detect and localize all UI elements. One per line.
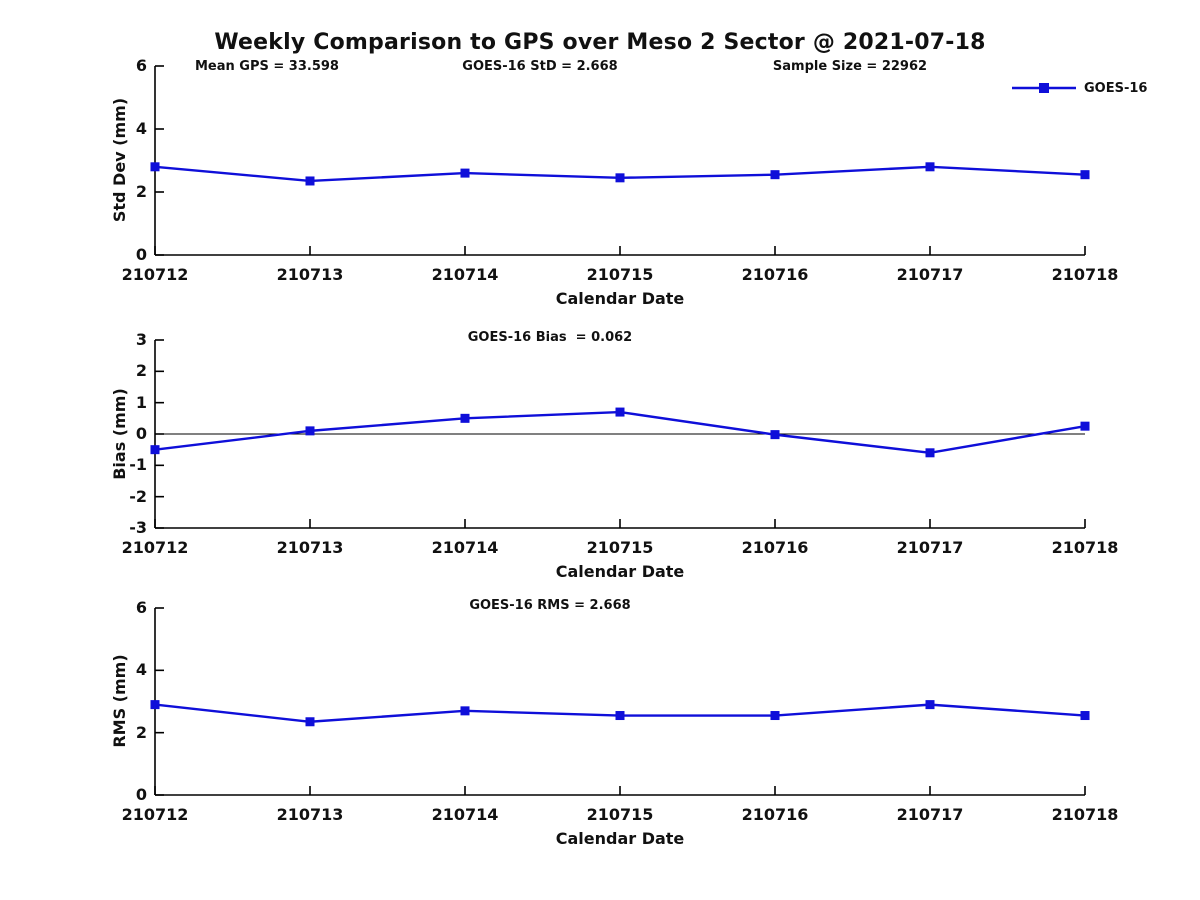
legend-line-marker-icon xyxy=(1012,83,1076,93)
bias-y-tick-label: -1 xyxy=(129,455,147,475)
bias-y-tick-label: -3 xyxy=(129,518,147,537)
stddev-y-tick-label: 2 xyxy=(135,182,147,201)
stddev-x-tick-label: 210714 xyxy=(431,265,499,284)
bias-y-tick-label: 1 xyxy=(135,392,147,412)
bias-series-marker xyxy=(460,413,470,423)
bias-y-tick-label: 3 xyxy=(135,330,147,349)
stat-mean-gps: Mean GPS = 33.598 xyxy=(195,59,339,74)
stddev-x-tick-label: 210717 xyxy=(896,265,964,284)
stddev-y-tick-label: 4 xyxy=(135,119,147,138)
rms-series-marker xyxy=(1080,711,1090,721)
bias-x-tick-label: 210716 xyxy=(741,538,809,557)
bias-series-marker xyxy=(770,430,780,440)
stddev-x-tick-label: 210712 xyxy=(121,265,189,284)
rms-series-marker xyxy=(770,711,780,721)
rms-x-tick-label: 210717 xyxy=(896,805,964,824)
bias-series-marker xyxy=(305,426,315,436)
bias-series-marker xyxy=(150,445,160,455)
legend: GOES-16 xyxy=(1010,78,1147,98)
bias-x-tick-label: 210717 xyxy=(896,538,964,557)
stddev-series-marker xyxy=(615,173,625,183)
figure-title: Weekly Comparison to GPS over Meso 2 Sec… xyxy=(214,30,986,55)
rms-x-tick-label: 210715 xyxy=(586,805,654,824)
bias-series-marker xyxy=(615,407,625,417)
bias-x-tick-label: 210718 xyxy=(1051,538,1119,557)
stddev-series-marker xyxy=(925,162,935,172)
stat-goes16-bias: GOES-16 Bias = 0.062 xyxy=(467,330,633,345)
xlabel-calendar-date-2: Calendar Date xyxy=(555,562,685,581)
rms-x-tick-label: 210714 xyxy=(431,805,499,824)
bias-y-tick-label: 2 xyxy=(135,361,147,381)
bias-x-tick-label: 210712 xyxy=(121,538,189,557)
stddev-y-tick-label: 6 xyxy=(135,56,147,75)
stddev-x-tick-label: 210716 xyxy=(741,265,809,284)
rms-series-marker xyxy=(460,706,470,716)
stddev-x-tick-label: 210715 xyxy=(586,265,654,284)
rms-series-marker xyxy=(615,711,625,721)
bias-x-tick-label: 210713 xyxy=(276,538,344,557)
stddev-series-marker xyxy=(305,176,315,186)
stat-sample-size: Sample Size = 22962 xyxy=(772,59,928,74)
rms-y-tick-label: 4 xyxy=(135,660,147,680)
stddev-series-marker xyxy=(770,170,780,180)
bias-series-line xyxy=(154,410,1086,455)
stddev-x-tick-label: 210718 xyxy=(1051,265,1119,284)
bias-x-tick-label: 210714 xyxy=(431,538,499,557)
rms-y-tick-label: 6 xyxy=(135,598,147,617)
stddev-series-marker xyxy=(1080,170,1090,180)
xlabel-calendar-date-3: Calendar Date xyxy=(555,829,685,848)
stat-goes16-std: GOES-16 StD = 2.668 xyxy=(462,59,618,74)
rms-x-tick-label: 210716 xyxy=(741,805,809,824)
rms-series-marker xyxy=(305,717,315,727)
rms-x-tick-label: 210718 xyxy=(1051,805,1119,824)
stddev-y-tick-label: 0 xyxy=(135,245,147,264)
bias-series-marker xyxy=(925,448,935,458)
bias-x-tick-label: 210715 xyxy=(586,538,654,557)
stddev-series-marker xyxy=(150,162,160,172)
stddev-x-tick-label: 210713 xyxy=(276,265,344,284)
rms-series-marker xyxy=(150,700,160,710)
bias-y-tick-label: 0 xyxy=(135,424,147,443)
rms-x-tick-label: 210713 xyxy=(276,805,344,824)
rms-series-marker xyxy=(925,700,935,710)
stat-goes16-rms: GOES-16 RMS = 2.668 xyxy=(469,598,631,613)
legend-label: GOES-16 xyxy=(1084,80,1148,96)
rms-y-tick-label: 0 xyxy=(135,785,147,804)
bias-y-tick-label: -2 xyxy=(129,486,147,506)
stddev-series-marker xyxy=(460,168,470,178)
xlabel-calendar-date-1: Calendar Date xyxy=(555,289,685,308)
rms-y-tick-label: 2 xyxy=(135,722,147,742)
rms-x-tick-label: 210712 xyxy=(121,805,189,824)
bias-series-marker xyxy=(1080,421,1090,431)
